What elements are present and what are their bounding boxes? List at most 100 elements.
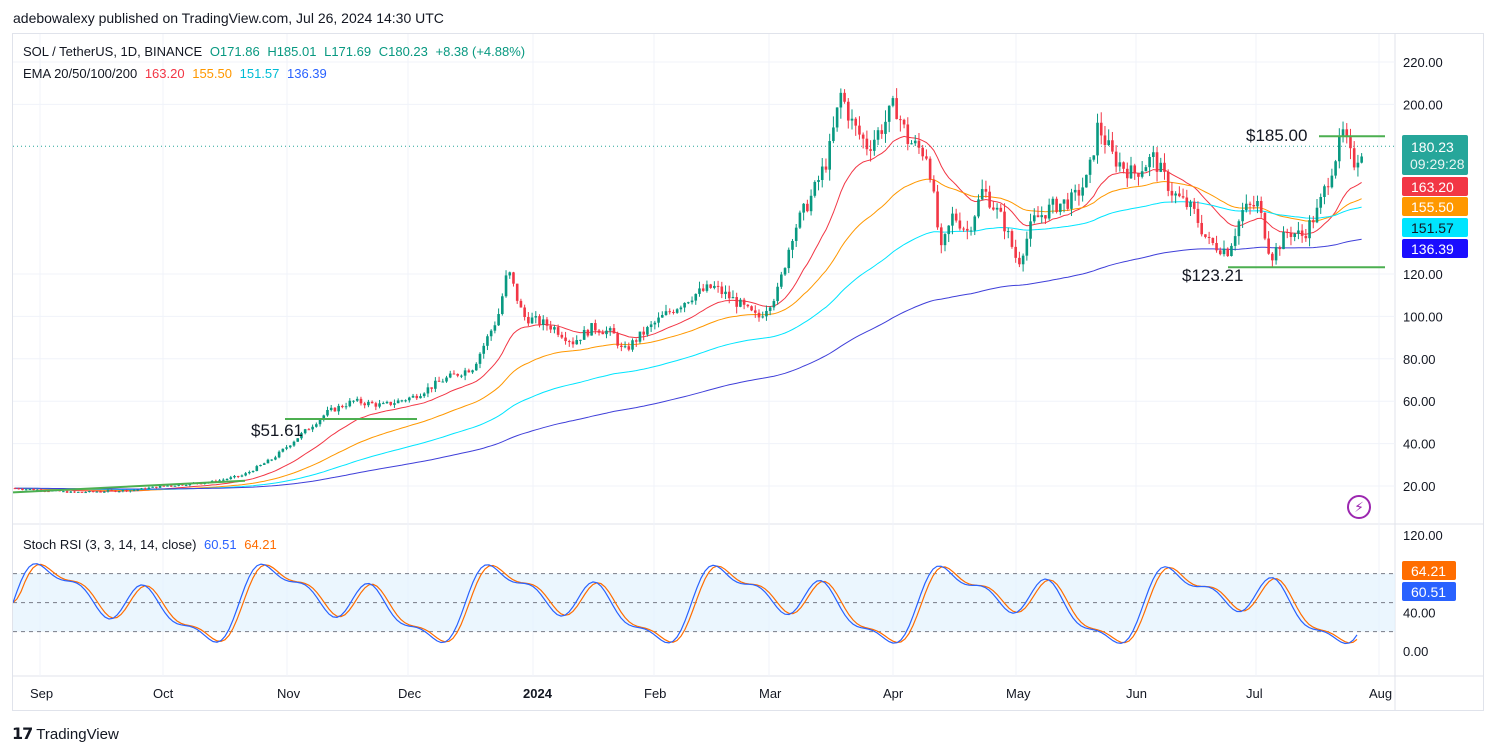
candle-body [824, 166, 828, 170]
price-chart[interactable]: $185.00 $123.21 $51.61 220.00 200.00 120.0… [12, 34, 1483, 710]
price-change: +8.38 (+4.88%) [435, 44, 526, 59]
candle-body [873, 139, 876, 151]
candle-body [385, 401, 389, 404]
candle-body [768, 307, 772, 311]
candle-body [690, 300, 694, 303]
candle-body [1163, 162, 1166, 172]
candle-body [99, 491, 102, 493]
price-tick-label: 80.00 [1403, 352, 1436, 367]
candle-body [307, 429, 311, 431]
chart-frame[interactable]: $185.00 $123.21 $51.61 220.00 200.00 120.0… [12, 33, 1484, 711]
time-tick-label: May [1006, 686, 1031, 701]
candle-body [835, 107, 839, 128]
ohlc-open: O171.86 [209, 44, 260, 59]
candle-body [110, 490, 114, 492]
candle-body [84, 492, 87, 494]
candle-body [716, 285, 720, 287]
candle-body [1092, 155, 1096, 160]
price-axis[interactable]: 220.00 200.00 120.00 100.00 80.00 60.00 40.00 2… [1403, 55, 1443, 494]
svg-text:64.21: 64.21 [1411, 563, 1446, 579]
candle-body [780, 274, 783, 287]
candle-body [772, 301, 776, 308]
candle-body [947, 225, 951, 235]
ema-lines [14, 135, 1362, 492]
ohlc-high: H185.01 [267, 44, 317, 59]
ema50-tag: 155.50 [1402, 197, 1468, 216]
candle-body [861, 134, 865, 139]
lightning-icon[interactable]: ⚡ [1347, 495, 1371, 519]
time-axis[interactable]: Sep Oct Nov Dec 2024 Feb Mar Apr May Jun Jul Aug [30, 686, 1392, 701]
candle-body [1323, 186, 1326, 197]
candle-body [21, 489, 24, 491]
candle-countdown: 09:29:28 [1410, 156, 1465, 172]
candle-body [1003, 211, 1006, 232]
candle-body [426, 387, 430, 394]
candle-body [675, 309, 679, 313]
candle-body [917, 140, 921, 148]
candle-body [1285, 232, 1289, 234]
candle-body [288, 445, 292, 448]
candle-body [1297, 230, 1300, 234]
time-tick-label: Feb [644, 686, 666, 701]
candle-body [832, 127, 835, 142]
footer-brand[interactable]: 𝟭𝟳 TradingView [12, 724, 119, 744]
ema200-value: 136.39 [287, 66, 327, 81]
candle-body [155, 486, 158, 488]
current-price-value: 180.23 [1411, 139, 1454, 155]
candle-body [1233, 236, 1237, 246]
candle-body [344, 406, 348, 408]
candle-body [850, 118, 854, 121]
candle-body [486, 336, 489, 346]
candle-body [809, 195, 813, 212]
candle-body [1066, 199, 1070, 209]
candle-body [694, 293, 698, 301]
candle-body [322, 415, 326, 420]
candle-body [106, 490, 110, 492]
candle-body [1204, 234, 1207, 237]
candle-body [1118, 162, 1122, 167]
candle-body [869, 149, 872, 151]
candle-body [1274, 247, 1278, 261]
candle-body [32, 489, 35, 491]
candle-body [660, 315, 664, 318]
candle-body [1144, 167, 1148, 172]
candle-body [999, 207, 1003, 212]
candle-body [601, 332, 605, 335]
candle-body [910, 143, 913, 145]
candle-body [1040, 215, 1044, 218]
candle-body [549, 325, 552, 330]
time-tick-label: Nov [277, 686, 301, 701]
stoch-legend[interactable]: Stoch RSI (3, 3, 14, 14, close) 60.51 64… [23, 537, 281, 552]
candle-body [448, 373, 452, 378]
ema-legend[interactable]: EMA 20/50/100/200 163.20 155.50 151.57 1… [23, 66, 331, 81]
candle-body [270, 459, 273, 461]
candle-body [482, 345, 486, 354]
symbol-legend[interactable]: SOL / TetherUS, 1D, BINANCE O171.86 H185… [23, 44, 529, 59]
candle-body [251, 471, 255, 473]
candle-body [1133, 165, 1137, 174]
candle-body [415, 395, 419, 399]
candle-body [1085, 174, 1088, 188]
candle-body [776, 286, 779, 302]
candle-body [1289, 233, 1293, 238]
ema50-value: 155.50 [192, 66, 232, 81]
candle-body [984, 189, 988, 192]
candle-body [534, 316, 538, 318]
stoch-tick-label: 120.00 [1403, 528, 1443, 543]
ema20-line [14, 135, 1362, 492]
price-tick-label: 40.00 [1403, 437, 1436, 452]
candle-body [184, 485, 188, 487]
current-price-tag: 180.23 09:29:28 [1402, 135, 1468, 175]
candle-body [1166, 171, 1170, 191]
ema-legend-label: EMA 20/50/100/200 [23, 66, 138, 81]
candle-body [143, 488, 147, 490]
candle-body [173, 485, 177, 487]
candle-body [902, 119, 906, 125]
stoch-axis[interactable]: 120.00 40.00 0.00 [1403, 528, 1443, 659]
candle-body [1111, 140, 1114, 152]
candle-body [1018, 257, 1021, 265]
candle-body [121, 490, 125, 492]
candle-body [13, 488, 17, 490]
candle-body [1360, 156, 1363, 163]
candle-body [564, 337, 567, 342]
